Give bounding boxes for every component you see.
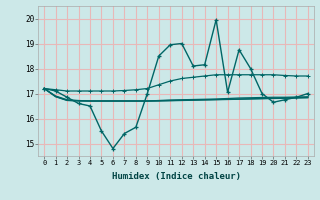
X-axis label: Humidex (Indice chaleur): Humidex (Indice chaleur) xyxy=(111,172,241,181)
